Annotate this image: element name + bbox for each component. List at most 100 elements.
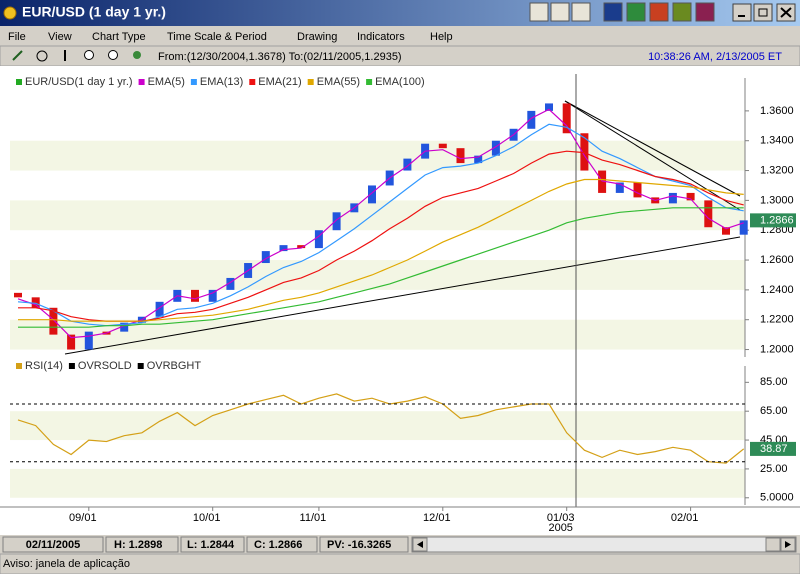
menu-item[interactable]: Time Scale & Period	[167, 31, 267, 43]
x-tick-label: 01/03	[547, 512, 575, 524]
legend-swatch	[16, 79, 22, 85]
status-cell	[180, 536, 245, 553]
minimize-button[interactable]	[732, 3, 752, 22]
candle	[14, 292, 22, 298]
status-date: 02/11/2005	[26, 539, 80, 551]
last-value-box	[750, 213, 796, 228]
scrollbar[interactable]	[411, 536, 797, 553]
x-tick-label: 12/01	[423, 512, 451, 524]
y-tick-label: 1.3200	[760, 164, 794, 176]
window-title: EUR/USD (1 day 1 yr.)	[22, 4, 166, 20]
candle	[49, 307, 58, 335]
candle	[562, 103, 571, 134]
x-year-label: 2005	[548, 522, 572, 534]
y-tick-label: 1.2000	[760, 343, 794, 355]
app-icon	[3, 6, 17, 20]
range-text: From:(12/30/2004,1.3678) To:(02/11/2005,…	[158, 51, 402, 63]
menu: File View Chart Type Time Scale & Period Dra…	[8, 31, 453, 43]
menu-item[interactable]: View	[48, 31, 72, 43]
menu-item[interactable]: Indicators	[357, 31, 405, 43]
zoom-out-tool[interactable]	[108, 50, 118, 60]
menu-item[interactable]: Help	[430, 31, 453, 43]
icon-button[interactable]	[626, 2, 646, 22]
icon-button[interactable]	[672, 2, 692, 22]
refresh-tool[interactable]	[133, 51, 141, 59]
icon-button[interactable]	[571, 2, 591, 22]
x-axis-area	[0, 507, 800, 535]
menu-item[interactable]: Drawing	[297, 31, 337, 43]
status-close: C: 1.2866	[254, 539, 302, 551]
legend-swatch	[366, 79, 373, 85]
candle	[368, 185, 376, 204]
legend-label: EMA(5)	[148, 76, 185, 88]
candle	[297, 245, 306, 249]
zoom-in-tool[interactable]	[84, 50, 94, 60]
legend-swatch	[190, 79, 197, 85]
series-line	[17, 393, 745, 464]
candle	[474, 155, 483, 164]
candle	[598, 170, 607, 193]
icon-button[interactable]	[529, 2, 549, 22]
legend-label: RSI(14)	[25, 360, 63, 372]
restore-button[interactable]	[753, 3, 773, 22]
candle	[615, 182, 624, 193]
candle	[67, 334, 76, 350]
series-line	[18, 207, 744, 328]
candle	[491, 140, 500, 156]
candle	[704, 200, 713, 228]
menu-item[interactable]: Chart Type	[92, 31, 146, 43]
draw-tool[interactable]	[12, 50, 23, 61]
scroll-thumb[interactable]	[765, 537, 781, 552]
status-cell	[319, 536, 409, 553]
candle	[545, 103, 553, 111]
select-tool[interactable]	[36, 50, 48, 62]
scroll-left-glyph	[417, 541, 423, 548]
candle	[580, 133, 589, 171]
candle	[456, 148, 465, 164]
legend-swatch	[137, 363, 144, 369]
last-value-label: 38.87	[760, 443, 788, 455]
y-tick-label: 1.2600	[760, 254, 794, 266]
legend-label: OVRBGHT	[147, 360, 202, 372]
y-tick-label: 1.2200	[760, 314, 794, 326]
window-controls	[732, 3, 796, 22]
menu-bar	[0, 27, 800, 46]
y-tick-label: 1.3600	[760, 105, 794, 117]
candle	[279, 245, 288, 252]
candle	[155, 301, 164, 317]
title-toolbar-icons	[529, 2, 715, 22]
series-line	[18, 178, 744, 322]
candle	[84, 331, 93, 350]
candle	[722, 227, 730, 235]
y-tick-label: 25.00	[760, 463, 788, 475]
x-tick-label: 11/01	[300, 512, 327, 524]
icon-button[interactable]	[695, 2, 715, 22]
last-value-label: 1.2866	[760, 214, 794, 226]
icon-button[interactable]	[550, 2, 570, 22]
candle	[261, 251, 270, 264]
candle	[226, 277, 235, 290]
candle	[668, 192, 677, 204]
icon-button[interactable]	[603, 2, 623, 22]
footer-bar	[0, 553, 800, 574]
icon-button[interactable]	[649, 2, 669, 22]
candle	[686, 192, 695, 201]
candle	[438, 143, 447, 149]
x-tick-label: 02/01	[671, 512, 699, 524]
candle	[403, 158, 412, 171]
legend-label: OVRSOLD	[78, 360, 132, 372]
candle	[208, 289, 217, 302]
restore-glyph	[758, 8, 768, 17]
candle	[739, 220, 748, 235]
grid-band	[10, 411, 745, 441]
trend-line	[564, 100, 741, 197]
last-value-box	[750, 441, 796, 456]
plot: 1.20001.22001.24001.26001.28001.30001.32…	[10, 74, 796, 507]
grid-band	[10, 200, 745, 231]
menu-item[interactable]: File	[8, 31, 26, 43]
y-tick-label: 5.0000	[760, 492, 794, 504]
legend-label: EUR/USD(1 day 1 yr.)	[25, 76, 133, 88]
trend-line	[64, 236, 741, 355]
y-tick-label: 1.3400	[760, 135, 794, 147]
